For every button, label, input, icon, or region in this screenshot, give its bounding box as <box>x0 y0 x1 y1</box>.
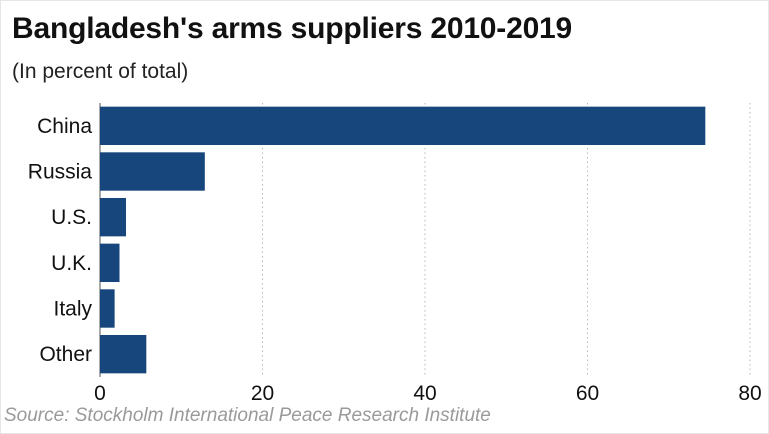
category-label: Other <box>39 343 92 366</box>
source-note: Source: Stockholm International Peace Re… <box>4 405 491 426</box>
bar-russia <box>100 152 205 191</box>
x-tick-labels: 0 20 40 60 80 <box>94 382 762 405</box>
x-tick-label: 60 <box>576 382 599 405</box>
bar-us <box>100 197 126 237</box>
x-tick-label: 40 <box>413 382 436 405</box>
bar-china <box>100 106 706 146</box>
category-label: Italy <box>53 298 92 321</box>
category-label: U.S. <box>51 206 92 229</box>
bar-italy <box>100 289 115 328</box>
x-tick-label: 80 <box>738 382 761 405</box>
chart-subtitle: (In percent of total) <box>12 60 189 83</box>
category-label: China <box>37 115 92 138</box>
gridlines <box>99 103 751 377</box>
x-tick-label: 20 <box>251 382 274 405</box>
category-labels: China Russia U.S. U.K. Italy Other <box>28 115 93 366</box>
bar-uk <box>100 243 120 283</box>
bar-other <box>100 334 147 374</box>
bars <box>100 106 706 374</box>
chart-title: Bangladesh's arms suppliers 2010-2019 <box>12 12 573 45</box>
x-tick-label: 0 <box>94 382 106 405</box>
category-label: Russia <box>28 161 93 184</box>
category-label: U.K. <box>51 252 92 275</box>
